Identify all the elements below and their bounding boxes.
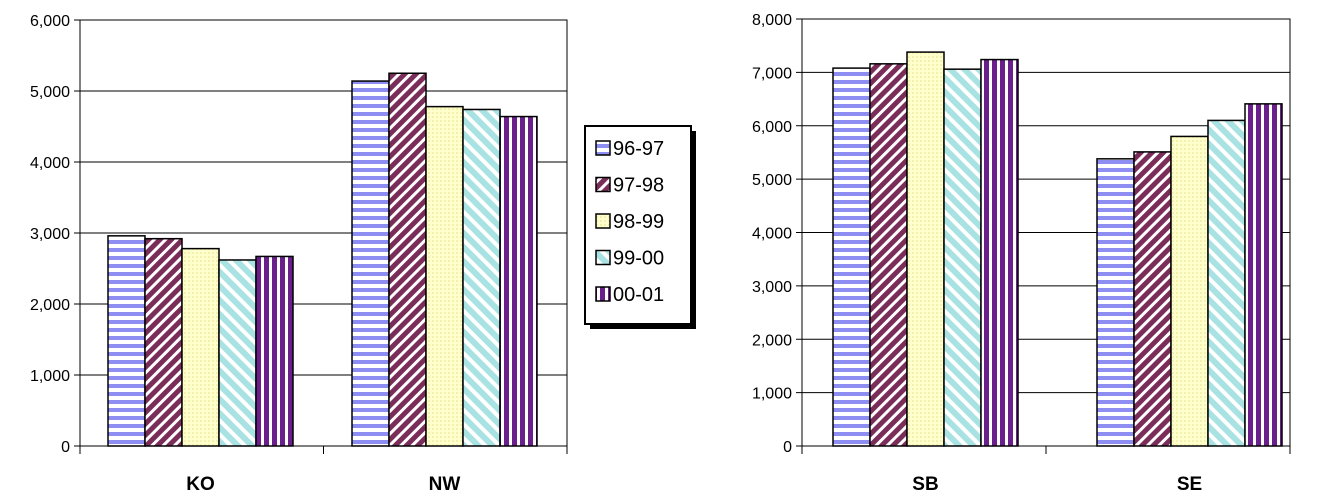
x-category-label: KO bbox=[186, 474, 215, 495]
y-tick-label: 5,000 bbox=[30, 84, 70, 101]
bar-sb-98-99 bbox=[906, 51, 945, 447]
y-tick-label: 6,000 bbox=[752, 119, 792, 136]
bar-sb-00-01 bbox=[980, 58, 1019, 447]
bar-se-00-01 bbox=[1244, 103, 1283, 447]
bar-ko-98-99 bbox=[181, 247, 220, 447]
bar-ko-00-01 bbox=[255, 255, 294, 447]
chart-left: 0 1,000 2,000 3,000 4,000 5,000 6,000 KO NW bbox=[30, 13, 568, 495]
y-tick-label: 2,000 bbox=[30, 297, 70, 314]
bar-nw-00-01 bbox=[499, 115, 538, 447]
y-tick-label: 2,000 bbox=[752, 332, 792, 349]
bar-se-98-99 bbox=[1170, 135, 1209, 447]
legend-swatch bbox=[595, 213, 611, 229]
y-tick-label: 7,000 bbox=[752, 65, 792, 82]
bar-nw-99-00 bbox=[462, 108, 501, 447]
bar-sb-97-98 bbox=[869, 63, 908, 447]
bar-nw-96-97 bbox=[351, 80, 390, 447]
y-tick-label: 4,000 bbox=[30, 155, 70, 172]
bar-nw-98-99 bbox=[425, 105, 464, 447]
bar-sb-99-00 bbox=[943, 68, 982, 447]
y-tick-label: 4,000 bbox=[752, 226, 792, 243]
legend-label: 97-98 bbox=[613, 175, 664, 197]
y-tick-label: 5,000 bbox=[752, 172, 792, 189]
y-tick-label: 1,000 bbox=[30, 368, 70, 385]
legend-label: 98-99 bbox=[613, 211, 664, 233]
legend-swatch bbox=[595, 249, 611, 266]
legend-label: 00-01 bbox=[613, 284, 664, 306]
y-tick-label: 3,000 bbox=[30, 226, 70, 243]
bar-se-97-98 bbox=[1133, 151, 1172, 447]
legend-swatch bbox=[595, 286, 611, 302]
y-tick-label: 0 bbox=[61, 439, 70, 456]
legend-swatch bbox=[595, 140, 611, 156]
x-category-label: SE bbox=[1177, 474, 1202, 495]
bar-se-99-00 bbox=[1207, 119, 1246, 447]
legend: 96-97 97-98 98-99 99-00 00-01 bbox=[584, 125, 696, 329]
bar-ko-99-00 bbox=[218, 259, 257, 447]
x-category-label: NW bbox=[429, 474, 461, 495]
bar-ko-96-97 bbox=[107, 235, 146, 447]
x-category-label: SB bbox=[912, 474, 938, 495]
y-tick-label: 3,000 bbox=[752, 279, 792, 296]
bar-se-96-97 bbox=[1096, 158, 1135, 447]
y-tick-label: 8,000 bbox=[752, 12, 792, 29]
chart-right: 0 1,000 2,000 3,000 4,000 5,000 6,000 7,000 8,00… bbox=[752, 12, 1291, 495]
y-tick-label: 0 bbox=[783, 439, 792, 456]
bar-ko-97-98 bbox=[144, 237, 183, 447]
legend-label: 99-00 bbox=[613, 248, 664, 270]
bar-nw-97-98 bbox=[388, 72, 427, 447]
legend-swatch bbox=[595, 176, 611, 193]
legend-label: 96-97 bbox=[613, 138, 664, 160]
y-tick-label: 1,000 bbox=[752, 386, 792, 403]
y-tick-label: 6,000 bbox=[30, 13, 70, 30]
bar-sb-96-97 bbox=[832, 67, 871, 447]
